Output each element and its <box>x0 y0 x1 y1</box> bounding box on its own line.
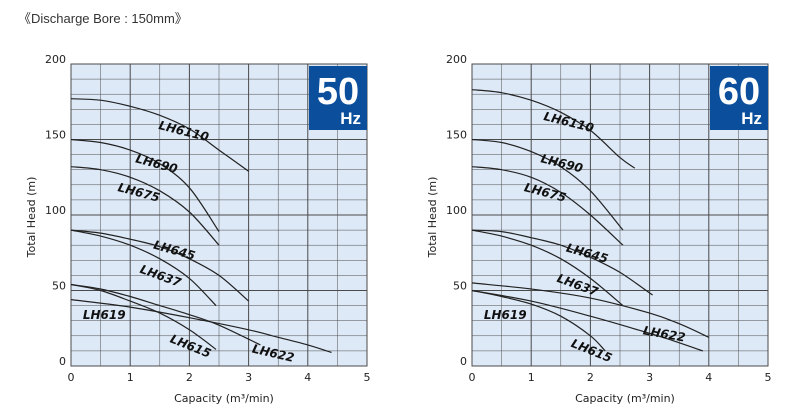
chart-0-series-lh637 <box>70 229 217 307</box>
chart-0-x-tick-label: 3 <box>245 371 252 384</box>
chart-0-series-lh622 <box>70 299 332 353</box>
chart-0-x-tick-label: 1 <box>127 371 134 384</box>
chart-1-y-tick-label: 50 <box>453 280 467 293</box>
chart-0-plot-border <box>70 63 368 367</box>
chart-1-series-lh637 <box>471 229 624 307</box>
chart-1-x-axis-title: Capacity (m³/min) <box>575 392 675 405</box>
chart-1-series-lh615 <box>471 289 606 352</box>
chart-0-y-tick-label: 0 <box>59 355 66 368</box>
chart-1-y-tick-label: 200 <box>446 53 467 66</box>
chart-0-series-lh690 <box>70 138 220 232</box>
chart-1-y-tick-label: 0 <box>460 355 467 368</box>
chart-1-x-tick-label: 1 <box>528 371 535 384</box>
chart-0-label-lh619: LH619 <box>83 308 126 322</box>
chart-1-badge-value: 60 <box>718 71 760 113</box>
chart-1-label-lh619: LH619 <box>484 308 527 322</box>
chart-0-x-tick-label: 2 <box>186 371 193 384</box>
chart-0-x-tick-label: 5 <box>364 371 371 384</box>
chart-0-series-lh615 <box>70 283 217 350</box>
chart-0-series-lh6110 <box>70 98 249 172</box>
chart-0-badge-unit: Hz <box>340 109 361 128</box>
chart-1-series-lh675 <box>471 166 624 246</box>
chart-1-x-tick-label: 3 <box>646 371 653 384</box>
chart-0-series-lh645 <box>70 229 249 302</box>
chart-0-badge-value: 50 <box>317 71 359 113</box>
chart-0-x-tick-label: 4 <box>304 371 311 384</box>
chart-1-x-tick-label: 2 <box>587 371 594 384</box>
chart-1-x-tick-label: 5 <box>765 371 772 384</box>
chart-1-y-tick-label: 100 <box>446 204 467 217</box>
chart-1-y-axis-title: Total Head (m) <box>426 177 439 259</box>
chart-1-badge-unit: Hz <box>741 109 762 128</box>
chart-1-series-lh690 <box>471 138 624 231</box>
chart-0-y-axis-title: Total Head (m) <box>25 177 38 259</box>
chart-0-series-lh619 <box>70 283 261 346</box>
chart-1-series-lh619 <box>471 289 704 352</box>
chart-1-x-tick-label: 0 <box>469 371 476 384</box>
chart-0-frequency-badge <box>309 66 367 130</box>
chart-1-series-lh645 <box>471 229 653 296</box>
chart-0-y-tick-label: 50 <box>52 280 66 293</box>
chart-1-y-tick-label: 150 <box>446 129 467 142</box>
chart-0-x-axis-title: Capacity (m³/min) <box>174 392 274 405</box>
chart-1-x-tick-label: 4 <box>705 371 712 384</box>
chart-1-series-lines <box>471 89 710 352</box>
chart-0-series-lh675 <box>70 166 220 246</box>
chart-1-series-lh6110 <box>471 89 636 169</box>
chart-0-y-tick-label: 150 <box>45 129 66 142</box>
chart-1-frequency-badge <box>710 66 768 130</box>
chart-0-x-tick-label: 0 <box>68 371 75 384</box>
chart-1-plot-border <box>471 63 769 367</box>
chart-0-series-lines <box>70 98 332 353</box>
discharge-bore-heading: 《Discharge Bore : 150mm》 <box>18 11 188 26</box>
chart-1-series-lh622 <box>471 282 710 338</box>
chart-0-y-tick-label: 100 <box>45 204 66 217</box>
chart-0-y-tick-label: 200 <box>45 53 66 66</box>
